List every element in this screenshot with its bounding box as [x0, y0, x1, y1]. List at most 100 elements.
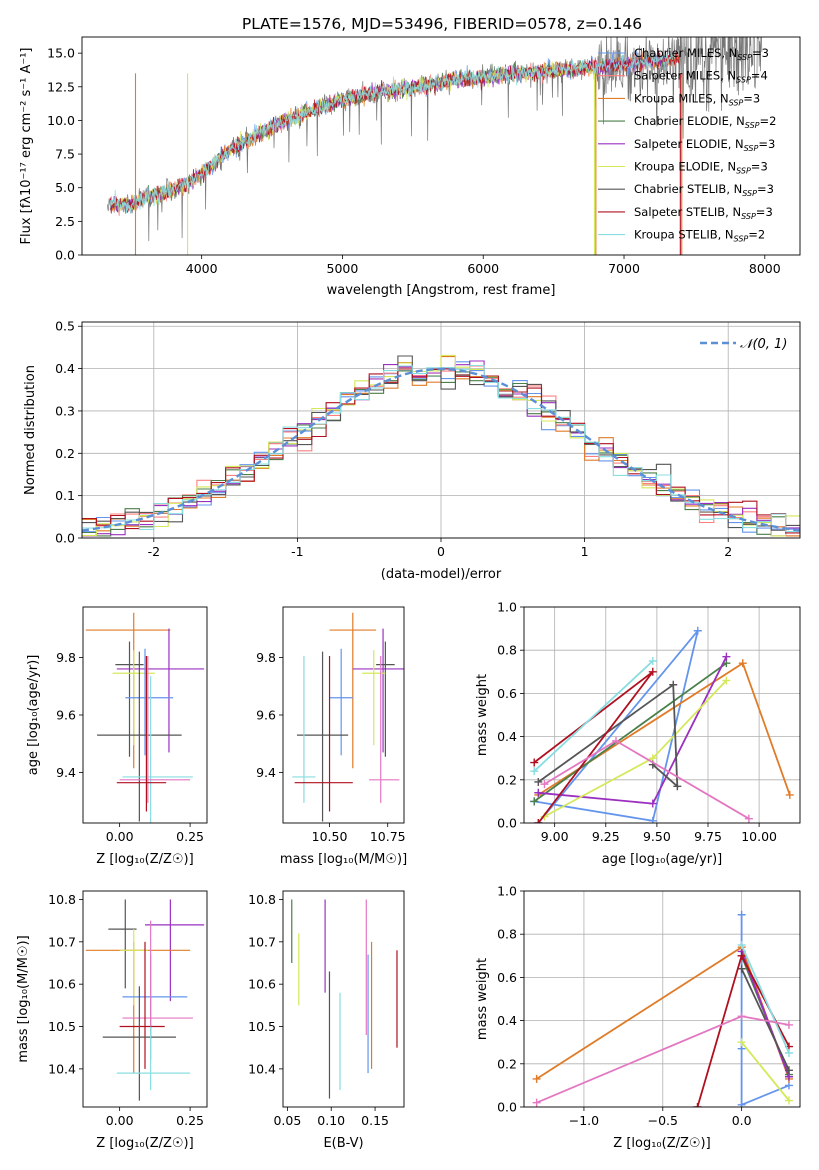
- spectrum-ytick-label: 12.5: [47, 79, 75, 94]
- weight_vs_Z-weight-marker: [737, 941, 746, 949]
- weight_vs_age-ytick-label: 0.8: [497, 643, 517, 658]
- weight_vs_Z-ylabel: mass weight: [475, 958, 490, 1040]
- weight_vs_Z-ytick-label: 1.0: [497, 884, 517, 899]
- weight_vs_age-weight-marker: [722, 676, 731, 685]
- weight_vs_age-weight-marker: [534, 788, 543, 797]
- residuals-frame: [81, 321, 801, 539]
- spectrum-legend: Chabrier MILES, NSSP=3 Salpeter MILES, NS…: [598, 46, 776, 244]
- legend-series-name: Salpeter ELODIE: [634, 137, 728, 151]
- legend-series-name: Chabrier STELIB: [634, 182, 726, 196]
- weight_vs_age-ytick-label: 0.0: [497, 816, 517, 831]
- weight_vs_age-xtick-label: 9.00: [541, 829, 569, 844]
- residuals-ylabel: Normed distribution: [23, 365, 38, 495]
- residuals-ytick-label: 0.5: [55, 319, 75, 334]
- weight_vs_Z-weight-marker: [532, 1074, 541, 1083]
- weight_vs_Z-weight-line: [740, 944, 790, 1054]
- weight_vs_Z-weight-marker: [784, 1096, 793, 1105]
- spectrum-xtick-label: 7000: [608, 261, 640, 276]
- mass_vs_Z-xtick-label: 0.25: [176, 1113, 204, 1128]
- legend-entry: Kroupa MILES, NSSP=3: [634, 91, 760, 107]
- mass_vs_EBV-plot-area: [291, 899, 398, 1099]
- mass_vs_EBV-ytick-label: 10.5: [248, 1019, 276, 1034]
- legend-nssp: 3: [753, 91, 760, 105]
- weight_vs_age-weight-marker: [648, 816, 657, 823]
- legend-series-name: Chabrier ELODIE: [634, 114, 729, 128]
- weight_vs_age-ylabel: mass weight: [475, 674, 490, 756]
- age_vs_Z-ytick-label: 9.8: [56, 650, 76, 665]
- weight_vs_Z-weight-marker: [693, 1103, 702, 1107]
- weight_vs_Z-ytick-label: 0.0: [497, 1100, 517, 1115]
- mass_vs_Z-frame: [82, 890, 208, 1108]
- mass_vs_EBV-ytick-label: 10.8: [248, 892, 276, 907]
- residuals-chart: -2 -1 0 1 2 0.0 0.1 0.2 0.3 0.4 0.5 (data-model)/er…: [23, 319, 801, 582]
- spectrum-xtick-label: 8000: [749, 261, 781, 276]
- legend-nssp: 3: [765, 205, 772, 219]
- mass_vs_Z-xtick-label: 0.00: [106, 1113, 134, 1128]
- weight_vs_age-xtick-label: 9.25: [592, 829, 620, 844]
- legend-nssp: 3: [767, 182, 774, 196]
- spectrum-ytick-label: 0.0: [55, 248, 75, 263]
- mass_vs_EBV-frame: [282, 890, 405, 1108]
- age_vs_mass-xtick-label: 10.50: [312, 829, 348, 844]
- spectrum-model-line: [109, 60, 596, 212]
- weight_vs_Z-weight-marker: [784, 1049, 793, 1057]
- weight_vs_age-weight-line: [533, 671, 654, 823]
- legend-entry: Salpeter MILES, NSSP=4: [634, 69, 768, 85]
- residuals-xtick-label: -1: [291, 544, 303, 559]
- mass_vs_EBV-ytick-label: 10.4: [248, 1061, 276, 1076]
- weight_vs_Z-xtick-label: −1.0: [569, 1113, 599, 1128]
- residuals-xlabel: (data-model)/error: [381, 567, 502, 582]
- age_vs_mass-chart: 10.50 10.75 9.4 9.6 9.8 mass [log₁₀(M/M☉)]: [256, 606, 407, 867]
- weight_vs_Z-ytick-label: 0.8: [497, 927, 517, 942]
- legend-nssp: 2: [769, 114, 776, 128]
- mass_vs_Z-plot-area: [85, 899, 205, 1101]
- age_vs_mass-frame: [282, 606, 405, 824]
- weight_vs_Z-weight-marker: [737, 1100, 746, 1107]
- mass_vs_EBV-xtick-label: 0.05: [273, 1113, 301, 1128]
- age_vs_mass-ytick-label: 9.8: [256, 650, 276, 665]
- weight_vs_age-weight-marker: [530, 767, 539, 776]
- spectrum-ytick-label: 7.5: [55, 147, 75, 162]
- weight_vs_age-weight-marker: [673, 782, 682, 791]
- weight_vs_age-weight-marker: [744, 814, 753, 823]
- residuals-ytick-label: 0.4: [55, 361, 75, 376]
- spectrum-frame: [81, 36, 801, 256]
- weight_vs_age-weight-line: [537, 683, 679, 789]
- mass_vs_Z-ylabel: mass [log₁₀(M/M☉)]: [16, 935, 31, 1062]
- age_vs_Z-plot-area: [85, 612, 205, 823]
- weight_vs_age-weight-line: [533, 662, 727, 803]
- legend-series-name: Salpeter STELIB: [634, 205, 725, 219]
- spectrum-xlabel: wavelength [Angstrom, rest frame]: [327, 283, 556, 298]
- weight_vs_age-weight-marker: [669, 680, 678, 689]
- weight_vs_Z-weight-marker: [737, 951, 746, 960]
- legend-nssp: 4: [760, 69, 767, 83]
- weight_vs_Z-weight-line: [740, 914, 790, 1107]
- weight_vs_age-plot-area: [530, 626, 794, 823]
- weight_vs_age-xtick-label: 9.75: [694, 829, 722, 844]
- spectrum-xtick-label: 4000: [186, 261, 218, 276]
- legend-entry: Salpeter STELIB, NSSP=3: [634, 205, 773, 221]
- weight_vs_age-xlabel: age [log₁₀(age/yr)]: [602, 852, 723, 867]
- weight_vs_Z-chart: −1.0 −0.5 0.0 0.0 0.2 0.4 0.6 0.8 1.0 Z [log₁₀(Z/…: [475, 884, 801, 1151]
- weight_vs_age-weight-marker: [534, 819, 543, 823]
- spectrum-ylabel: Flux [fλ10⁻¹⁷ erg cm⁻² s⁻¹ A⁻¹]: [19, 48, 34, 245]
- mass_vs_Z-ytick-label: 10.4: [48, 1061, 76, 1076]
- weight_vs_age-xtick-label: 9.50: [643, 829, 671, 844]
- weight_vs_age-ytick-label: 0.4: [497, 729, 517, 744]
- weight_vs_Z-plot-area: [532, 910, 793, 1107]
- legend-entry: Salpeter ELODIE, NSSP=3: [634, 137, 775, 153]
- figure-title: PLATE=1576, MJD=53496, FIBERID=0578, z=0…: [242, 15, 642, 33]
- age_vs_mass-xlabel: mass [log₁₀(M/M☉)]: [280, 852, 407, 867]
- legend-entry: Kroupa STELIB, NSSP=2: [634, 228, 765, 244]
- legend-nssp: 3: [762, 46, 769, 60]
- weight_vs_age-ytick-label: 0.2: [497, 772, 517, 787]
- weight_vs_Z-weight-marker: [737, 1038, 746, 1047]
- weight_vs_age-weight-marker: [648, 799, 657, 808]
- legend-entry: Kroupa ELODIE, NSSP=3: [634, 160, 768, 176]
- weight_vs_age-weight-marker: [648, 667, 657, 676]
- residuals-plot-area: [82, 354, 800, 537]
- mass_vs_EBV-chart: 0.05 0.10 0.15 10.4 10.5 10.6 10.7 10.8 E(B-V): [248, 890, 405, 1151]
- mass_vs_Z-ytick-label: 10.6: [48, 977, 76, 992]
- age_vs_mass-ytick-label: 9.6: [256, 708, 276, 723]
- weight_vs_Z-xlabel: Z [log₁₀(Z/Z☉)]: [613, 1136, 710, 1151]
